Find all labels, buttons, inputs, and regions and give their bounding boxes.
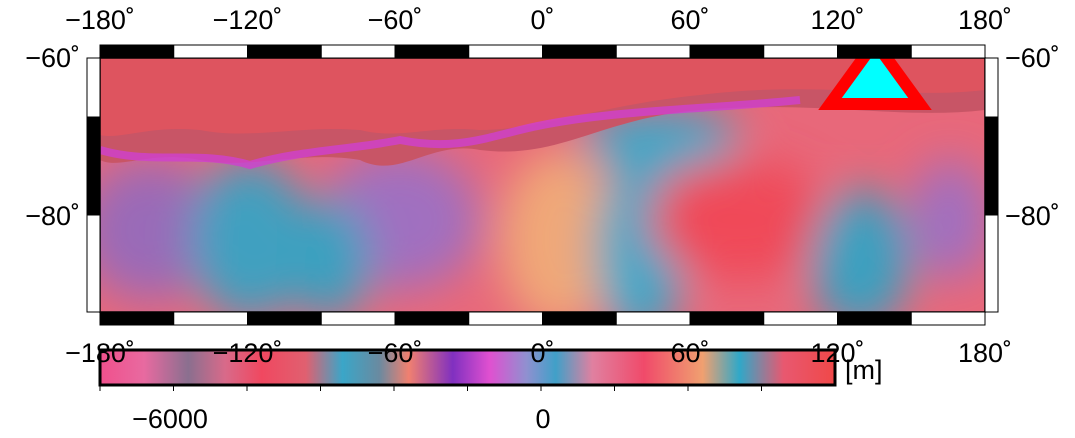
bottom-lon-label: −120˚: [213, 338, 283, 368]
border-segment: [838, 45, 912, 58]
top-lon-label: −120˚: [213, 5, 283, 35]
bottom-lon-label: 60˚: [670, 338, 709, 368]
bottom-lon-label: 180˚: [958, 338, 1012, 368]
border-segment: [100, 45, 174, 58]
border-segment: [985, 58, 998, 117]
right-lat-label: −80˚: [1005, 201, 1060, 231]
border-segment: [395, 312, 469, 325]
bottom-lon-label: −180˚: [65, 338, 135, 368]
border-segment: [321, 45, 395, 58]
border-segment: [616, 312, 690, 325]
top-lon-label: 60˚: [670, 5, 709, 35]
border-segment: [469, 45, 543, 58]
border-segment: [543, 45, 617, 58]
border-segment: [543, 312, 617, 325]
border-segment: [911, 45, 985, 58]
bottom-lon-label: −60˚: [368, 338, 423, 368]
border-segment: [395, 45, 469, 58]
top-lon-label: 120˚: [810, 5, 864, 35]
border-segment: [838, 312, 912, 325]
colorbar: [100, 350, 835, 385]
top-lon-label: −180˚: [65, 5, 135, 35]
right-lat-label: −60˚: [1005, 43, 1060, 73]
border-segment: [87, 215, 100, 312]
map-figure: [m] −6000 0 −180˚−120˚−60˚0˚60˚120˚180˚−…: [0, 0, 1075, 438]
border-segment: [174, 312, 248, 325]
border-segment: [321, 312, 395, 325]
top-lon-label: 0˚: [530, 5, 554, 35]
top-lon-label: 180˚: [958, 5, 1012, 35]
border-segment: [87, 58, 100, 117]
border-segment: [985, 215, 998, 312]
bottom-lon-label: 120˚: [810, 338, 864, 368]
colorbar-tick-label: 0: [535, 404, 550, 434]
border-segment: [100, 312, 174, 325]
border-segment: [690, 312, 764, 325]
colorbar-tick-label: −6000: [132, 404, 208, 434]
border-segment: [764, 312, 838, 325]
top-lon-label: −60˚: [368, 5, 423, 35]
border-segment: [985, 117, 998, 215]
border-segment: [616, 45, 690, 58]
left-lat-label: −80˚: [25, 201, 80, 231]
border-segment: [690, 45, 764, 58]
bottom-lon-label: 0˚: [530, 338, 554, 368]
border-segment: [764, 45, 838, 58]
border-segment: [911, 312, 985, 325]
border-segment: [87, 117, 100, 215]
border-segment: [174, 45, 248, 58]
border-segment: [248, 312, 322, 325]
border-segment: [248, 45, 322, 58]
border-segment: [469, 312, 543, 325]
left-lat-label: −60˚: [25, 43, 80, 73]
